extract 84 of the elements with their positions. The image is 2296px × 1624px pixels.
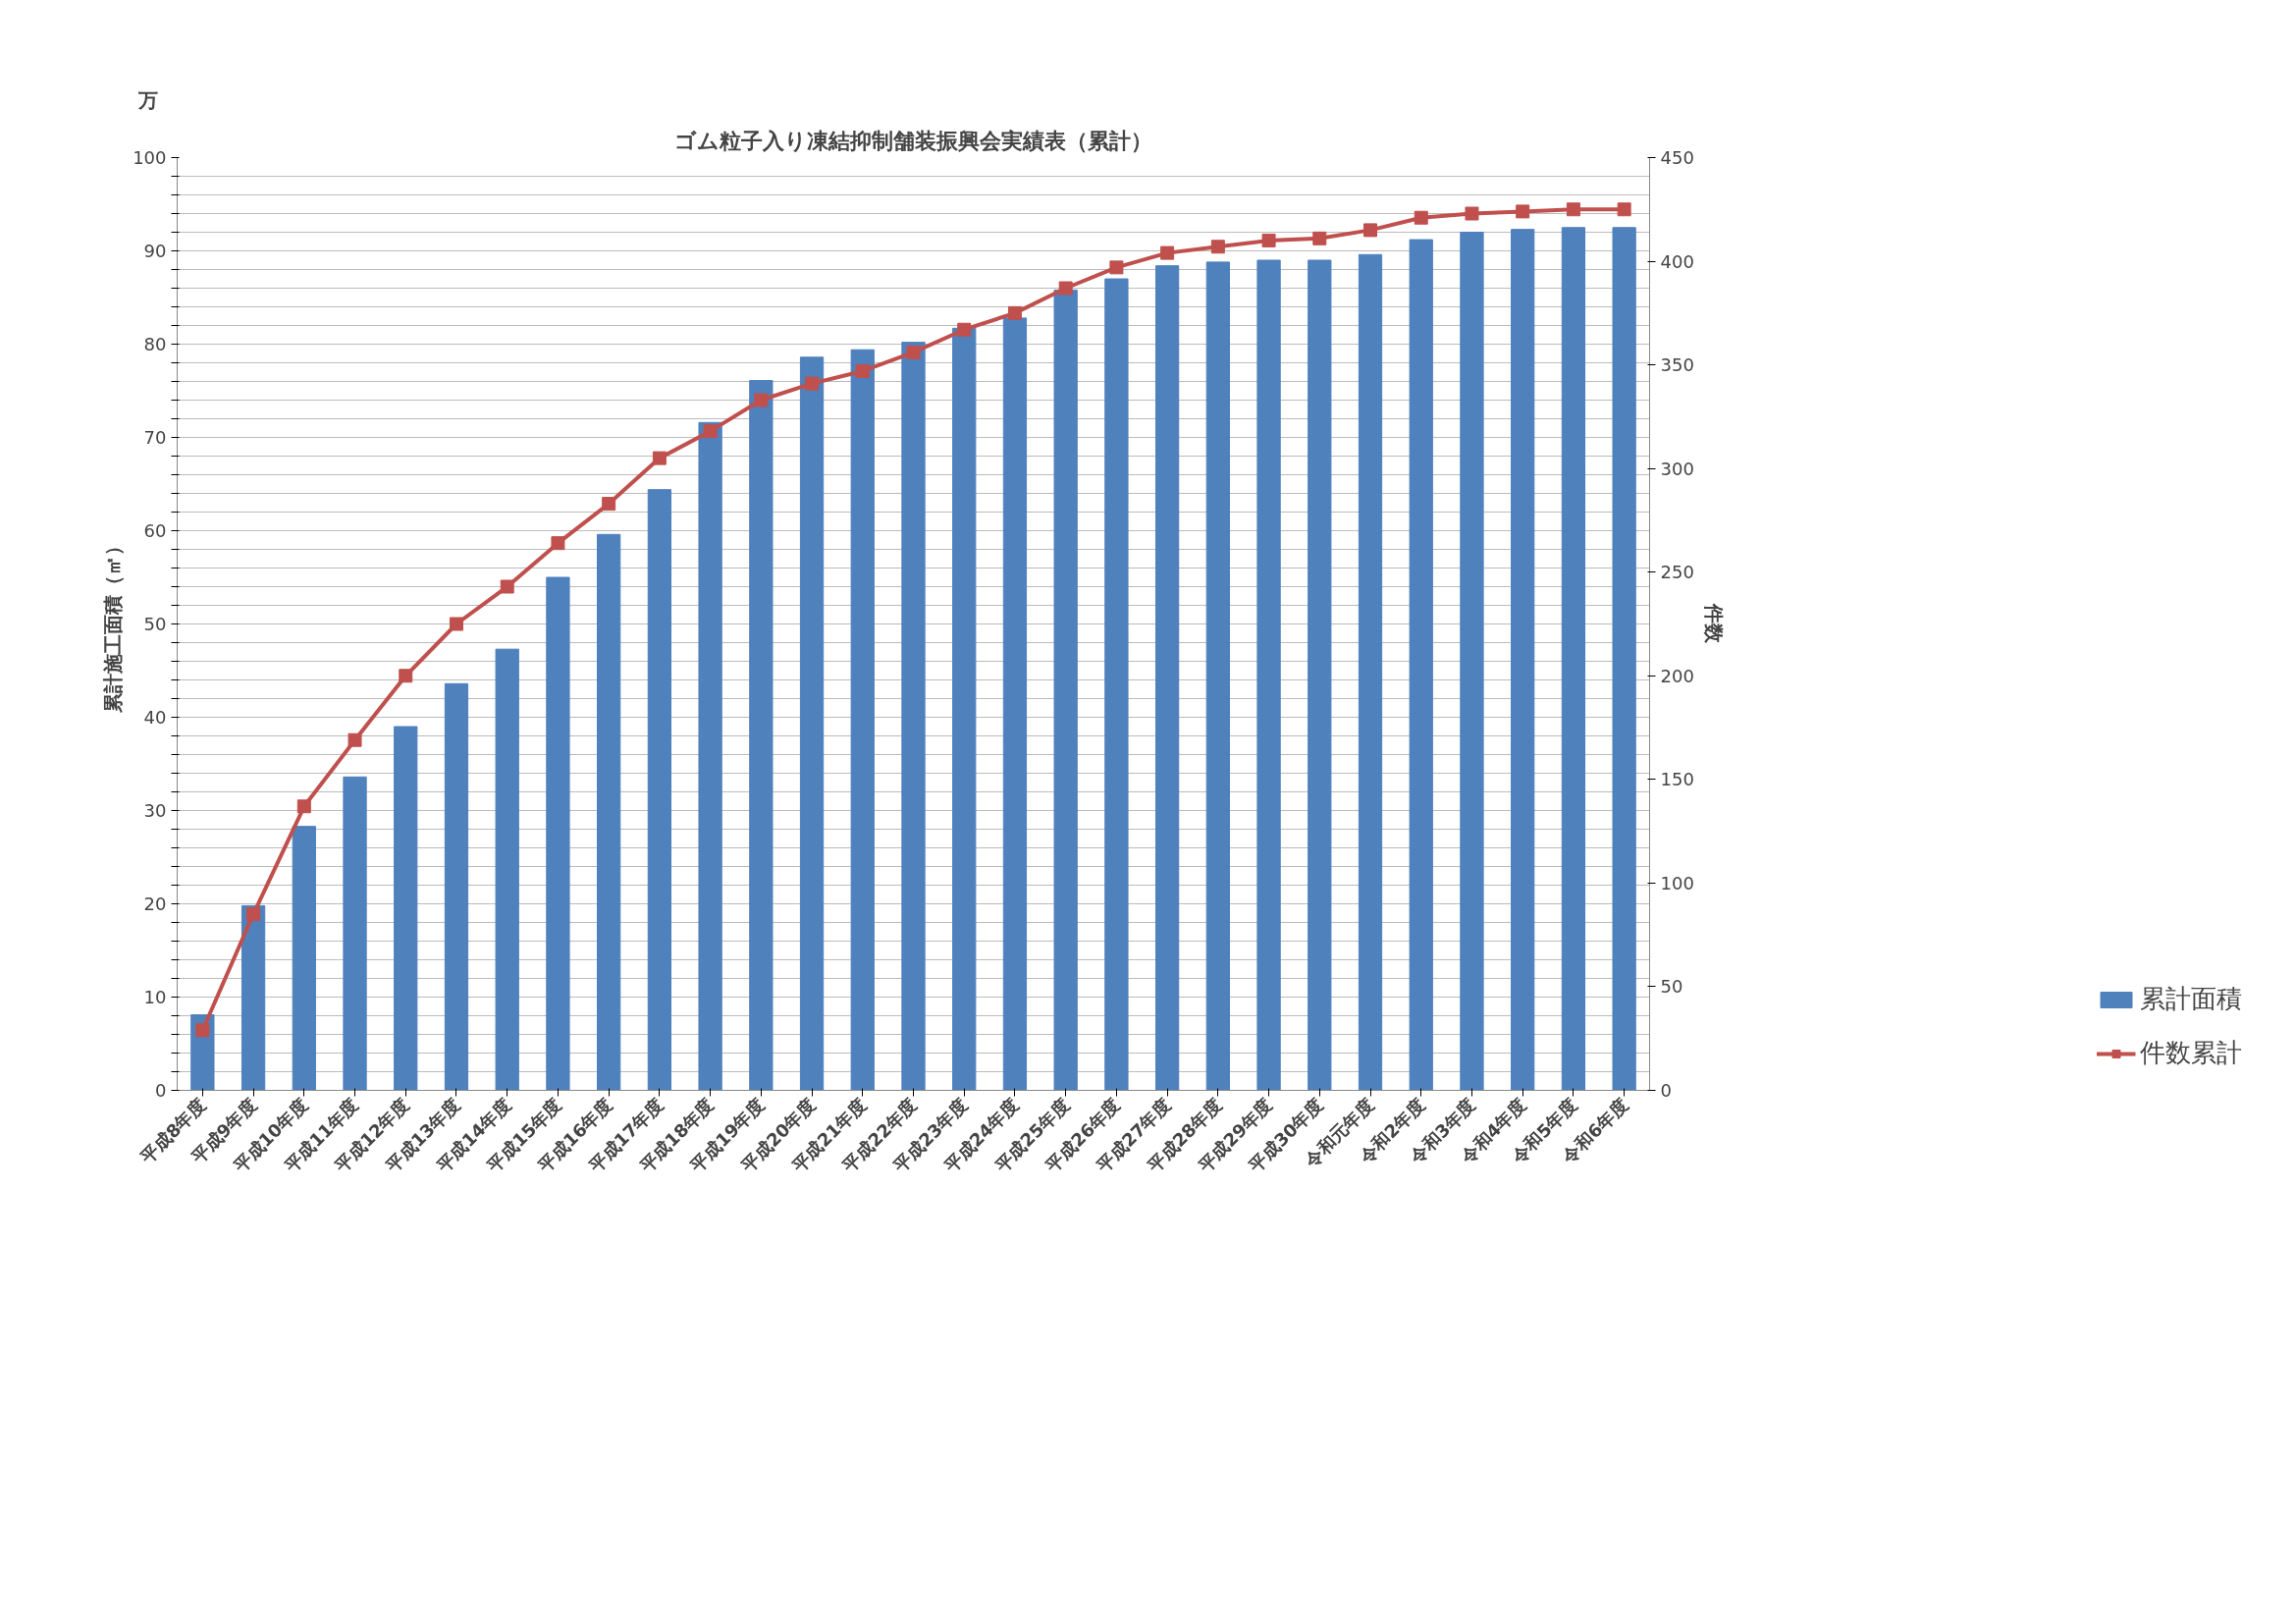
bar [850, 349, 875, 1091]
point [246, 907, 261, 922]
legend-label: 件数累計 [2140, 1037, 2242, 1069]
bar [1002, 317, 1028, 1091]
bar [1409, 239, 1433, 1091]
y2-tick-label: 200 [1660, 665, 1694, 686]
y2-tick-label: 100 [1660, 872, 1694, 893]
point [500, 579, 514, 594]
y-tick-label: 30 [143, 800, 167, 821]
y2-tick-label: 250 [1660, 562, 1694, 583]
bar [749, 380, 774, 1091]
point [449, 617, 463, 631]
legend-label: 累計面積 [2140, 983, 2242, 1015]
point [602, 497, 616, 512]
point [1414, 210, 1428, 225]
chart-title: ゴム粒子入り凍結抑制舗装振興会実績表（累計） [674, 128, 1152, 153]
y-tick-label: 0 [155, 1080, 167, 1101]
bar [1561, 227, 1586, 1091]
bar [1053, 289, 1078, 1091]
point [1516, 204, 1530, 219]
point [1109, 260, 1124, 275]
y-axis-title: 累計施工面積（㎡） [101, 535, 126, 714]
bar [597, 533, 621, 1091]
y2-tick-label: 50 [1660, 976, 1683, 998]
y2-tick-label: 0 [1660, 1080, 1672, 1101]
point [652, 451, 667, 465]
bar [698, 421, 722, 1091]
point [754, 393, 769, 407]
bar [292, 826, 316, 1091]
point [906, 345, 921, 359]
bar [444, 682, 469, 1091]
bar [1256, 259, 1281, 1091]
point [1617, 202, 1631, 217]
bar [1154, 265, 1180, 1091]
bar [1308, 259, 1332, 1091]
bar [647, 489, 672, 1091]
point [551, 536, 565, 551]
bar [1358, 253, 1383, 1091]
point [1210, 240, 1225, 254]
y-tick-label: 80 [143, 334, 167, 354]
point [1312, 231, 1327, 245]
point [1007, 305, 1022, 320]
y2-tick-label: 400 [1660, 250, 1694, 272]
bar [901, 342, 926, 1091]
point [855, 363, 870, 378]
bar [952, 327, 977, 1091]
point [347, 732, 362, 747]
bar [1612, 227, 1636, 1091]
point [1160, 245, 1175, 260]
point [1363, 223, 1378, 238]
text: 万 [136, 87, 158, 112]
point [195, 1023, 210, 1038]
bar [1205, 261, 1230, 1091]
bar [546, 576, 570, 1091]
point [1566, 202, 1580, 217]
bar [1511, 229, 1535, 1091]
bar [1104, 278, 1129, 1091]
point [805, 376, 820, 391]
y-tick-label: 10 [143, 987, 167, 1007]
point [703, 424, 718, 439]
y2-axis-title: 件数 [1701, 603, 1726, 645]
y-tick-label: 50 [143, 614, 167, 634]
point [399, 669, 413, 683]
bar [799, 356, 825, 1091]
bar [495, 648, 519, 1091]
point [296, 799, 311, 814]
point [1465, 206, 1479, 221]
y-tick-label: 90 [143, 241, 167, 261]
y-tick-label: 70 [143, 427, 167, 448]
y-tick-label: 40 [143, 707, 167, 728]
bar [343, 776, 367, 1091]
point [1058, 281, 1073, 296]
bar [240, 904, 266, 1091]
y-tick-label: 20 [143, 893, 167, 914]
y-tick-label: 100 [133, 147, 167, 168]
y-tick-label: 60 [143, 520, 167, 541]
bar [1460, 232, 1484, 1091]
y2-tick-label: 350 [1660, 354, 1694, 376]
y2-tick-label: 150 [1660, 769, 1694, 790]
bar [394, 726, 418, 1091]
y2-tick-label: 300 [1660, 458, 1694, 479]
point [1261, 233, 1276, 247]
point [957, 322, 972, 337]
y2-tick-label: 450 [1660, 147, 1694, 168]
